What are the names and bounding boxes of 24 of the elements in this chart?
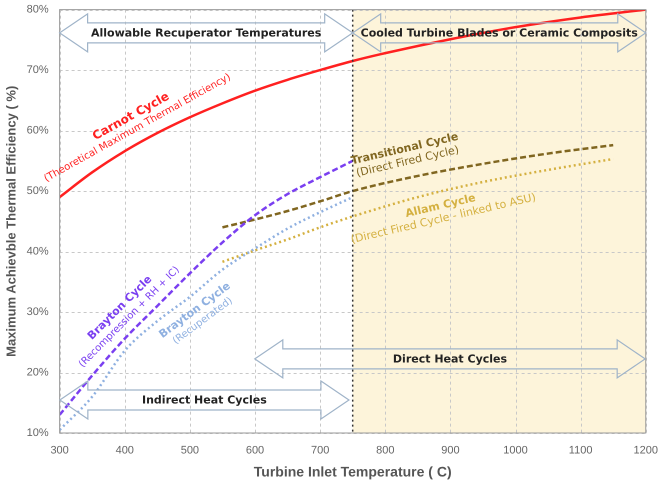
x-tick-label: 300 [50,444,69,457]
x-tick-label: 1000 [503,444,528,457]
y-tick-label: 10% [26,427,49,440]
y-tick-label: 50% [26,185,49,198]
annotation: Indirect Heat Cycles [142,393,267,406]
y-tick-label: 70% [26,64,49,76]
y-tick-label: 80% [26,4,49,16]
x-tick-label: 1100 [568,444,592,457]
y-tick-label: 60% [26,124,49,137]
x-tick-label: 600 [246,444,264,457]
y-tick-label: 40% [26,246,49,258]
x-axis-title: Turbine Inlet Temperature ( C) [254,463,452,480]
y-tick-label: 20% [26,366,49,379]
text: Allam Cycle (Direct Fired Cycle - linked to ASU) [350,190,538,246]
x-tick-label: 500 [180,444,200,457]
annotation: Allowable Recuperator Temperatures [90,26,322,40]
x-tick-label: 800 [376,444,394,457]
x-tick-label: 1200 [634,444,658,457]
x-tick-label: 700 [310,444,330,457]
x-tick-label: 400 [116,444,134,457]
y-tick-label: 30% [26,306,49,318]
y-axis-title: Maximum Achievble Thermal Efficiency ( %) [3,86,18,357]
x-tick-label: 900 [441,444,460,457]
annotation: Direct Heat Cycles [392,352,508,366]
